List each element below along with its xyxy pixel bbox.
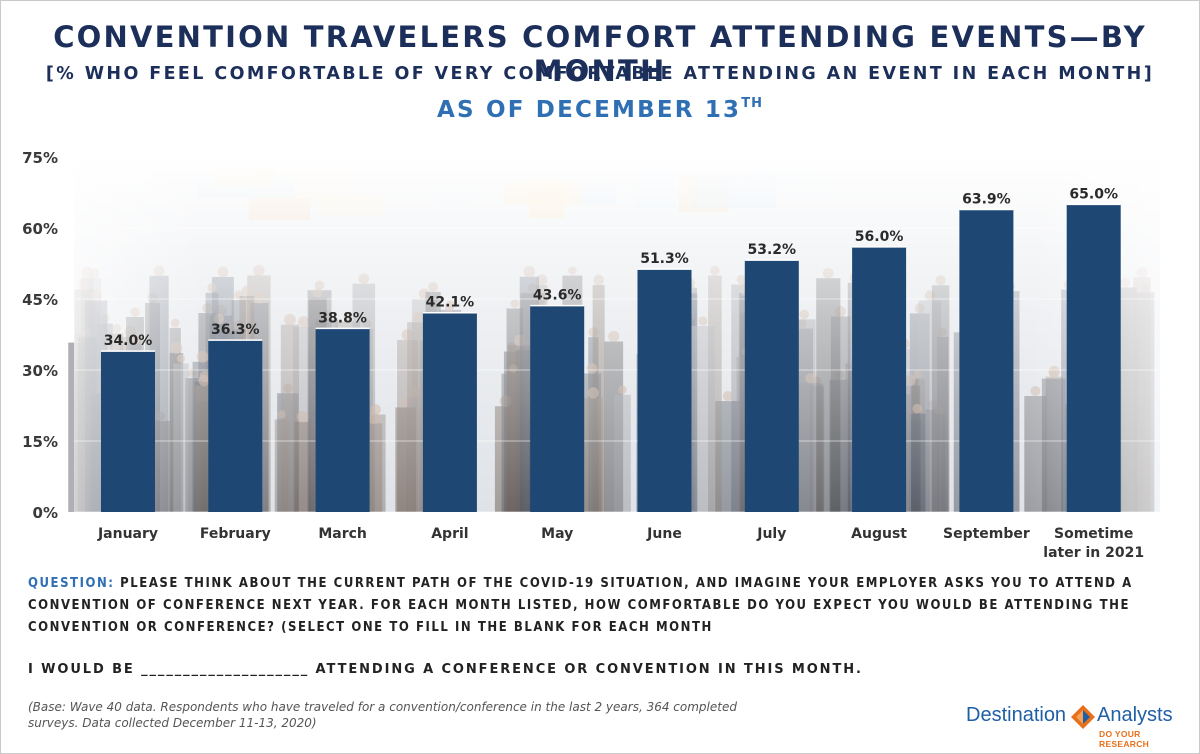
bar <box>208 340 263 512</box>
value-label: 38.8% <box>318 310 367 326</box>
x-tick-label: Sometime later in 2021 <box>1043 526 1144 561</box>
y-tick-label: 0% <box>33 504 58 522</box>
x-tick-label: August <box>851 526 907 542</box>
question-text: PLEASE THINK ABOUT THE CURRENT PATH OF T… <box>28 576 1133 635</box>
bar <box>1066 204 1121 513</box>
value-label: 36.3% <box>211 322 260 338</box>
x-tick-label: May <box>541 526 573 542</box>
x-tick-label: January <box>97 526 158 542</box>
y-axis-ticks: 0% 15% 30% 45% 60% 75% <box>22 149 58 522</box>
y-tick-label: 15% <box>22 433 58 451</box>
value-label: 42.1% <box>426 295 475 311</box>
value-label: 56.0% <box>855 229 904 245</box>
bar <box>101 351 155 512</box>
bar <box>959 209 1014 513</box>
as-of-suffix: TH <box>741 96 764 111</box>
chart-title: CONVENTION TRAVELERS COMFORT ATTENDING E… <box>53 20 1147 88</box>
value-label: 65.0% <box>1069 186 1118 202</box>
value-labels: 34.0% 36.3% 38.8% 42.1% 43.6% 51.3% 53.2% 56.0%… <box>104 186 1118 349</box>
y-tick-label: 45% <box>22 291 58 309</box>
x-tick-label: June <box>646 526 682 542</box>
as-of-date: AS OF DECEMBER 13TH <box>0 96 1200 123</box>
bar-chart: 0% 15% 30% 45% 60% 75% 34.0% 36.3% 38.8% 42.1% 43… <box>22 149 1160 561</box>
x-tick-label: September <box>943 526 1030 542</box>
logo-word-analysts: Analysts <box>1097 704 1173 726</box>
y-tick-label: 75% <box>22 149 58 167</box>
value-label: 43.6% <box>533 288 582 304</box>
bar <box>744 260 799 512</box>
value-label: 51.3% <box>640 251 689 267</box>
value-label: 34.0% <box>104 333 153 349</box>
base-note: (Base: Wave 40 data. Respondents who hav… <box>28 700 737 730</box>
bar <box>852 246 907 512</box>
fill-in-statement: I WOULD BE ____________________ ATTENDIN… <box>28 662 863 677</box>
value-label: 53.2% <box>748 242 797 258</box>
diamond-arrows-icon <box>1071 705 1095 729</box>
y-tick-label: 30% <box>22 362 58 380</box>
logo-tagline: DO YOUR RESEARCH <box>1099 729 1150 749</box>
value-label: 63.9% <box>962 192 1011 208</box>
logo-word-destination: Destination <box>966 704 1067 726</box>
x-tick-label: March <box>318 526 367 542</box>
y-tick-label: 60% <box>22 220 58 238</box>
question-label: QUESTION: <box>28 576 115 591</box>
x-tick-label: February <box>200 526 271 542</box>
x-tick-label: July <box>756 526 786 542</box>
bar <box>637 269 692 512</box>
chart-subtitle: [% WHO FEEL COMFORTABLE OF VERY COMFORTA… <box>45 64 1155 84</box>
bar <box>422 312 477 512</box>
destination-analysts-logo: Destination Analysts DO YOUR RESEARCH <box>966 702 1186 749</box>
survey-question: QUESTION: PLEASE THINK ABOUT THE CURRENT… <box>28 573 1178 639</box>
x-axis-labels: January February March April May June July Augu… <box>97 526 1144 561</box>
bars <box>101 203 1121 513</box>
x-tick-label: April <box>431 526 468 542</box>
bar <box>315 328 370 512</box>
as-of-text: AS OF DECEMBER 13 <box>436 97 742 123</box>
bar <box>530 305 585 512</box>
